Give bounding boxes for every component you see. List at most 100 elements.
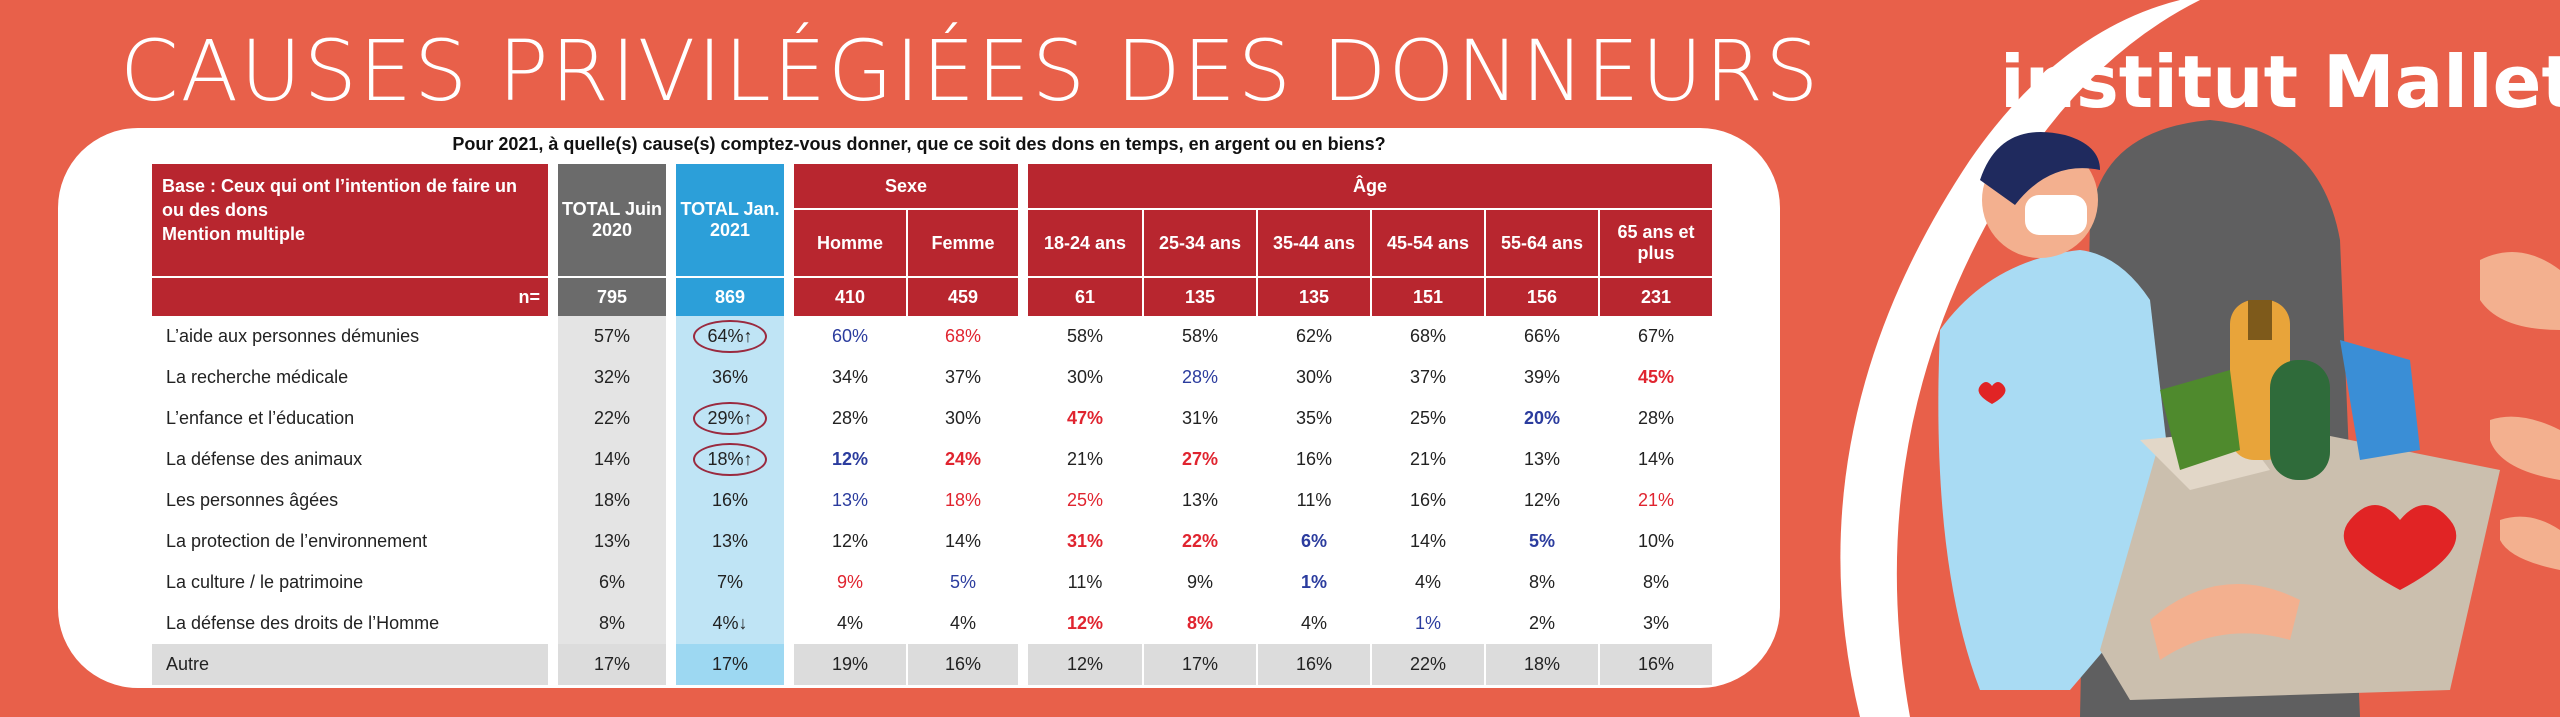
table-cell: 9%	[1142, 562, 1256, 603]
n-value: 135	[1256, 276, 1370, 316]
table-cell: 47%	[1028, 398, 1142, 439]
header-age-18-24: 18-24 ans	[1028, 208, 1142, 276]
cell-value: 13%	[1181, 490, 1219, 510]
cell-value: 17%	[711, 654, 749, 674]
base-note: Mention multiple	[162, 224, 305, 244]
cell-value: 13%	[831, 490, 869, 510]
results-table: Base : Ceux qui ont l’intention de faire…	[152, 164, 1712, 685]
cell-value: 12%	[1066, 654, 1104, 674]
table-cell: 12%	[794, 521, 906, 562]
table-cell: 27%	[1142, 439, 1256, 480]
cell-value: 20%	[1523, 408, 1561, 428]
table-cell: 16%	[1598, 644, 1712, 685]
header-age-45-54: 45-54 ans	[1370, 208, 1484, 276]
header-total-2020: TOTAL Juin 2020	[558, 164, 666, 276]
cell-value: 1%	[1414, 613, 1441, 633]
n-value: 410	[794, 276, 906, 316]
n-value: 459	[906, 276, 1018, 316]
cell-value: 14%	[593, 449, 631, 469]
table-cell: 17%	[1142, 644, 1256, 685]
cell-value: 16%	[711, 490, 749, 510]
table-cell: 4%	[1256, 603, 1370, 644]
cell-value: 17%	[593, 654, 631, 674]
results-card: Pour 2021, à quelle(s) cause(s) comptez-…	[58, 128, 1780, 688]
table-cell: 9%	[794, 562, 906, 603]
cell-value: 6%	[598, 572, 625, 592]
row-label: La protection de l’environnement	[166, 531, 428, 551]
cell-value: 67%	[1637, 326, 1675, 346]
table-cell: 29%↑	[676, 398, 784, 439]
table-cell: 37%	[1370, 357, 1484, 398]
cell-value: 8%	[1528, 572, 1555, 592]
table-cell: 17%	[676, 644, 784, 685]
cell-value: 5%	[1528, 531, 1555, 551]
table-cell: 57%	[558, 316, 666, 357]
table-cell: 32%	[558, 357, 666, 398]
table-cell: 1%	[1370, 603, 1484, 644]
cell-value: 36%	[711, 367, 749, 387]
n-value: 135	[1142, 276, 1256, 316]
table-cell: 8%	[1142, 603, 1256, 644]
cell-value: 30%	[1295, 367, 1333, 387]
sample-size-row: n= 795 869 410 459 61 135 135 151 156 231	[152, 276, 1712, 316]
table-cell: 64%↑	[676, 316, 784, 357]
table-cell: 25%	[1370, 398, 1484, 439]
base-header: Base : Ceux qui ont l’intention de faire…	[152, 164, 548, 276]
cell-value: 8%	[1642, 572, 1669, 592]
cell-value: 21%	[1409, 449, 1447, 469]
cell-value: 4%	[1300, 613, 1327, 633]
table-cell: 39%	[1484, 357, 1598, 398]
donor-illustration	[1840, 0, 2560, 717]
cell-value: 58%	[1066, 326, 1104, 346]
survey-question: Pour 2021, à quelle(s) cause(s) comptez-…	[452, 134, 1386, 154]
table-row: La culture / le patrimoine 6% 7% 9% 5% 11% 9% 1…	[152, 562, 1712, 603]
table-cell: 21%	[1598, 480, 1712, 521]
cell-value: 58%	[1181, 326, 1219, 346]
cell-value: 18%	[1523, 654, 1561, 674]
cell-value: 37%	[944, 367, 982, 387]
table-cell: 35%	[1256, 398, 1370, 439]
table-cell: 21%	[1370, 439, 1484, 480]
table-cell: 4%	[906, 603, 1018, 644]
n-value: 156	[1484, 276, 1598, 316]
table-cell: 14%	[558, 439, 666, 480]
table-cell: 14%	[1598, 439, 1712, 480]
cell-value: 62%	[1295, 326, 1333, 346]
table-cell: 5%	[906, 562, 1018, 603]
row-label: L’aide aux personnes démunies	[166, 326, 420, 346]
table-cell: 3%	[1598, 603, 1712, 644]
table-row: La protection de l’environnement 13% 13% 12…	[152, 521, 1712, 562]
table-cell: 30%	[1028, 357, 1142, 398]
cell-value: 13%	[711, 531, 749, 551]
n-value: 151	[1370, 276, 1484, 316]
table-cell: 7%	[676, 562, 784, 603]
cell-value: 14%	[944, 531, 982, 551]
table-cell: 14%	[906, 521, 1018, 562]
cell-value: 5%	[949, 572, 976, 592]
table-cell: 31%	[1142, 398, 1256, 439]
table-cell: 60%	[794, 316, 906, 357]
cell-value: 4%↓	[712, 613, 748, 633]
header-total-2021: TOTAL Jan. 2021	[676, 164, 784, 276]
cell-value: 68%	[944, 326, 982, 346]
cell-value: 4%	[949, 613, 976, 633]
n-value: 795	[558, 276, 666, 316]
table-cell: 11%	[1028, 562, 1142, 603]
table-cell: 20%	[1484, 398, 1598, 439]
table-cell: 28%	[1598, 398, 1712, 439]
cell-value: 24%	[944, 449, 982, 469]
table-cell: 16%	[1256, 439, 1370, 480]
table-row: La défense des droits de l’Homme 8% 4%↓ 4% 4…	[152, 603, 1712, 644]
cell-value: 29%↑	[693, 402, 767, 435]
table-cell: 11%	[1256, 480, 1370, 521]
cell-value: 13%	[593, 531, 631, 551]
row-label: La défense des animaux	[166, 449, 363, 469]
table-cell: 58%	[1142, 316, 1256, 357]
header-age-55-64: 55-64 ans	[1484, 208, 1598, 276]
cell-value: 14%	[1409, 531, 1447, 551]
table-cell: 68%	[1370, 316, 1484, 357]
cell-value: 10%	[1637, 531, 1675, 551]
cell-value: 31%	[1066, 531, 1104, 551]
table-cell: 16%	[1370, 480, 1484, 521]
table-row: Les personnes âgées 18% 16% 13% 18% 25% 13% 11%…	[152, 480, 1712, 521]
